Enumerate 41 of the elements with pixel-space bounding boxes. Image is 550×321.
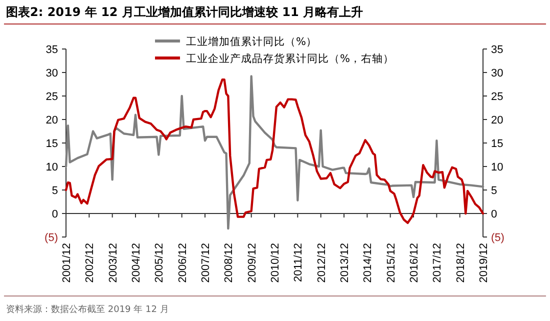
- x-tick-label: 2015/12: [385, 243, 398, 283]
- x-tick-label: 2007/12: [200, 243, 212, 283]
- y-tick-label: 10: [46, 162, 58, 174]
- y2-tick-label: 20: [491, 114, 504, 126]
- y-tick-label: 20: [46, 114, 58, 126]
- x-tick-label: 2006/12: [176, 243, 189, 283]
- y-tick-label: 25: [46, 91, 58, 103]
- y2-tick-label: 15: [491, 138, 504, 150]
- y2-tick-label: (5): [491, 232, 504, 244]
- y-tick-label: 30: [46, 68, 58, 80]
- x-tick-label: 2017/12: [432, 243, 444, 283]
- y-tick-label: 15: [46, 138, 58, 150]
- x-tick-label: 2013/12: [339, 243, 351, 283]
- y2-tick-label: 10: [491, 162, 504, 174]
- x-tick-label: 2002/12: [84, 243, 96, 283]
- x-tick-label: 2011/12: [292, 243, 305, 282]
- x-tick-label: 2012/12: [316, 243, 328, 283]
- x-tick-label: 2008/12: [223, 243, 236, 283]
- x-tick-label: 2001/12: [61, 243, 73, 283]
- y-tick-label: 5: [52, 185, 58, 197]
- legend-label: 工业增加值累计同比（%）: [186, 35, 317, 48]
- legend-label: 工业企业产成品存货累计同比（%，右轴）: [186, 52, 394, 65]
- x-tick-label: 2016/12: [408, 243, 420, 283]
- y-tick-label: 0: [52, 208, 58, 220]
- x-tick-label: 2004/12: [130, 243, 142, 283]
- x-tick-label: 2009/12: [246, 243, 258, 283]
- x-tick-label: 2018/12: [454, 243, 467, 283]
- x-tick-label: 2003/12: [107, 243, 120, 283]
- y-tick-label: 35: [46, 44, 58, 56]
- y2-tick-label: 35: [491, 44, 504, 56]
- x-tick-label: 2005/12: [154, 243, 166, 283]
- text: 资料来源：数据公布截至 2019 年 12 月: [6, 304, 169, 315]
- x-tick-label: 2014/12: [362, 243, 374, 283]
- x-tick-label: 2019/12: [478, 243, 490, 283]
- y-tick-label: (5): [44, 232, 58, 244]
- chart-title: 图表2: 2019 年 12 月工业增加值累计同比增速较 11 月略有上升: [6, 5, 364, 19]
- x-tick-label: 2010/12: [270, 243, 282, 283]
- y2-tick-label: 5: [491, 185, 498, 197]
- y2-tick-label: 30: [491, 68, 504, 80]
- y2-tick-label: 25: [491, 91, 504, 103]
- y2-tick-label: 0: [491, 208, 498, 220]
